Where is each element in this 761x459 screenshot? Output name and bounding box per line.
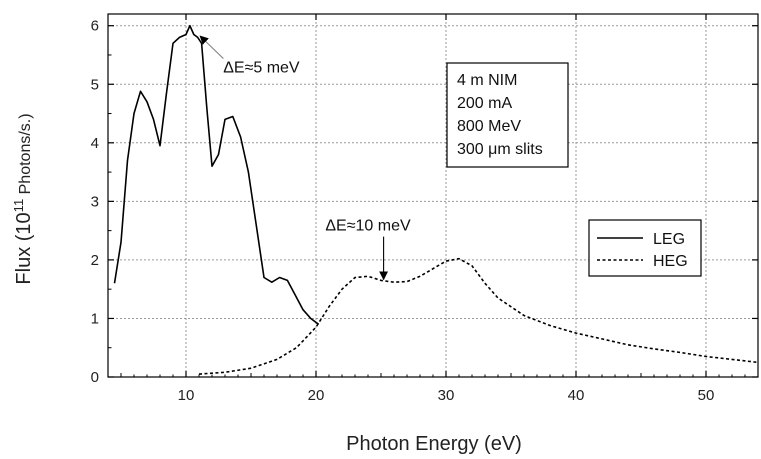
- annotation-arrow: [199, 35, 224, 59]
- x-tick-label: 40: [568, 387, 585, 404]
- x-tick-label: 30: [438, 387, 455, 404]
- info-box-line: 4 m NIM: [457, 72, 517, 89]
- legend-label-leg: LEG: [653, 231, 685, 248]
- y-axis-label-main: Flux (10: [13, 212, 35, 284]
- info-box-frame: [446, 62, 569, 168]
- y-tick-label: 0: [91, 369, 99, 386]
- y-tick-label: 6: [91, 18, 99, 35]
- info-box-line: 800 MeV: [457, 118, 521, 135]
- info-box-line: 200 mA: [457, 95, 512, 112]
- info-box-line: 300 μm slits: [457, 141, 543, 158]
- y-tick-label: 1: [91, 310, 99, 327]
- annotation-label: ΔE≈10 meV: [325, 218, 411, 235]
- legend-label-heg: HEG: [653, 253, 688, 270]
- x-tick-label: 50: [698, 387, 715, 404]
- y-axis-label: Flux (1011 Photons/s.): [11, 113, 35, 284]
- x-axis-label: Photon Energy (eV): [346, 433, 522, 455]
- y-tick-label: 2: [91, 252, 99, 269]
- y-axis-label-tail: Photons/s.): [17, 113, 34, 198]
- legend: LEG HEG: [588, 219, 702, 277]
- legend-frame: [588, 219, 702, 277]
- y-tick-label: 3: [91, 193, 99, 210]
- series-layer: [113, 24, 759, 375]
- plot-frame: [107, 13, 759, 378]
- tick-layer: 10 20 30 40 50 0 1 2 3 4 5 6: [91, 14, 759, 404]
- x-tick-label: 20: [308, 387, 325, 404]
- grid-layer: [108, 14, 758, 377]
- annotation-label: ΔE≈5 meV: [223, 60, 300, 77]
- x-tick-label: 10: [178, 387, 195, 404]
- y-tick-label: 5: [91, 76, 99, 93]
- annotation-layer: ΔE≈5 meV ΔE≈10 meV: [199, 35, 411, 281]
- series-line-leg: [113, 24, 320, 325]
- y-tick-label: 4: [91, 135, 99, 152]
- y-axis-label-exponent: 11: [11, 199, 26, 213]
- info-box: 4 m NIM 200 mA 800 MeV 300 μm slits: [446, 62, 569, 168]
